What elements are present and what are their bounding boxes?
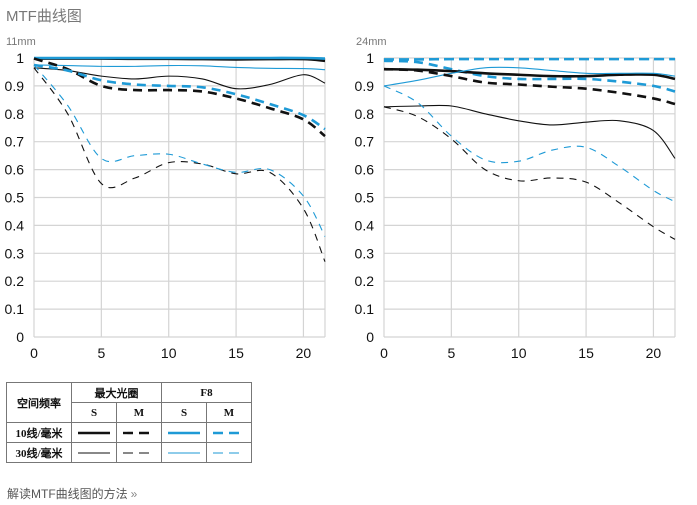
legend-swatch-10-f8-s bbox=[168, 431, 200, 434]
x-tick-label: 0 bbox=[30, 345, 38, 361]
series-line bbox=[33, 67, 326, 90]
legend-header-f8: F8 bbox=[161, 382, 252, 403]
y-tick-label: 0.9 bbox=[5, 78, 25, 94]
legend-sub-m-max: M bbox=[116, 402, 162, 423]
legend-header-frequency: 空间频率 bbox=[6, 382, 72, 423]
y-tick-label: 1 bbox=[366, 50, 374, 66]
y-tick-label: 0.5 bbox=[355, 190, 375, 206]
x-tick-label: 15 bbox=[228, 345, 244, 361]
series-line bbox=[33, 57, 326, 138]
legend-table: 空间频率 最大光圈 F8 S M S M 10线/毫米 30线/毫米 bbox=[6, 382, 252, 463]
legend-row-label: 30线/毫米 bbox=[6, 442, 72, 463]
legend-row-30: 30线/毫米 bbox=[6, 442, 252, 463]
x-tick-label: 5 bbox=[447, 345, 455, 361]
y-tick-label: 0.8 bbox=[5, 106, 25, 122]
y-tick-label: 0.4 bbox=[355, 217, 375, 233]
legend-swatch-30-max-m bbox=[123, 452, 155, 453]
y-tick-label: 0.1 bbox=[5, 301, 25, 317]
y-tick-label: 0.7 bbox=[355, 134, 375, 150]
y-tick-label: 0.6 bbox=[355, 162, 375, 178]
legend-row-label: 10线/毫米 bbox=[6, 422, 72, 443]
x-tick-label: 0 bbox=[380, 345, 388, 361]
series-line bbox=[33, 56, 326, 60]
y-tick-label: 0.3 bbox=[355, 245, 375, 261]
legend-row-10: 10线/毫米 bbox=[6, 422, 252, 443]
y-tick-label: 0 bbox=[16, 329, 24, 345]
y-tick-label: 0.2 bbox=[5, 273, 25, 289]
y-tick-label: 0.5 bbox=[5, 190, 25, 206]
y-tick-label: 0.1 bbox=[355, 301, 375, 317]
legend-sub-s-f8: S bbox=[161, 402, 207, 423]
series-line bbox=[383, 59, 676, 93]
chart-title: 11mm bbox=[6, 36, 36, 48]
legend-swatch-10-f8-m bbox=[213, 431, 245, 434]
series-line bbox=[383, 67, 676, 106]
y-tick-label: 0 bbox=[366, 329, 374, 345]
x-tick-label: 20 bbox=[646, 345, 662, 361]
series-line bbox=[33, 67, 326, 262]
legend-swatch-10-max-s bbox=[78, 431, 110, 434]
legend-sub-s-max: S bbox=[71, 402, 117, 423]
y-tick-label: 0.6 bbox=[5, 162, 25, 178]
y-tick-label: 0.4 bbox=[5, 217, 25, 233]
x-tick-label: 10 bbox=[511, 345, 527, 361]
series-line bbox=[33, 64, 326, 237]
y-tick-label: 0.8 bbox=[355, 106, 375, 122]
series-line bbox=[383, 85, 676, 203]
series-line bbox=[383, 104, 676, 159]
y-tick-label: 0.3 bbox=[5, 245, 25, 261]
y-tick-label: 0.2 bbox=[355, 273, 375, 289]
series-line bbox=[383, 106, 676, 240]
how-to-read-mtf-link[interactable]: 解读MTF曲线图的方法» bbox=[7, 485, 137, 502]
legend-swatch-30-f8-m bbox=[213, 452, 245, 453]
legend-header-max-aperture: 最大光圈 bbox=[71, 382, 162, 403]
series-line bbox=[33, 63, 326, 131]
series-line bbox=[33, 64, 326, 71]
legend-swatch-30-max-s bbox=[78, 452, 110, 453]
x-tick-label: 5 bbox=[97, 345, 105, 361]
x-tick-label: 20 bbox=[296, 345, 312, 361]
series-line bbox=[383, 67, 676, 81]
series-line bbox=[383, 66, 676, 87]
how-to-read-mtf-text: 解读MTF曲线图的方法 bbox=[7, 487, 128, 501]
legend-swatch-30-f8-s bbox=[168, 452, 200, 453]
y-tick-label: 0.9 bbox=[355, 78, 375, 94]
x-tick-label: 10 bbox=[161, 345, 177, 361]
y-tick-label: 0.7 bbox=[5, 134, 25, 150]
legend-sub-m-f8: M bbox=[206, 402, 252, 423]
chart-title: 24mm bbox=[356, 36, 387, 48]
page-title: MTF曲线图 bbox=[6, 8, 82, 25]
legend-swatch-10-max-m bbox=[123, 431, 155, 434]
x-tick-label: 15 bbox=[578, 345, 594, 361]
y-tick-label: 1 bbox=[16, 50, 24, 66]
chevron-right-icon: » bbox=[130, 487, 138, 501]
